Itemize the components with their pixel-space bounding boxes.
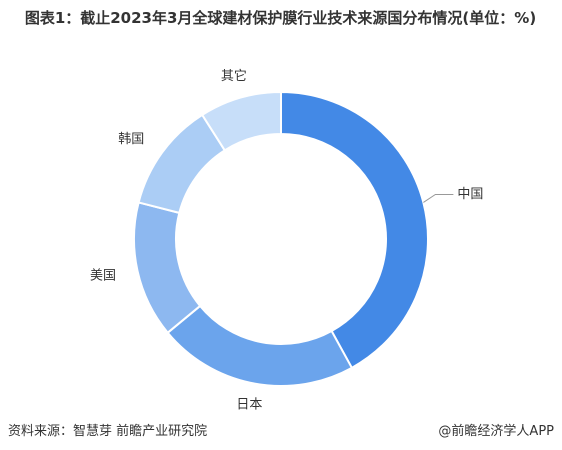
segment-label: 其它 <box>221 68 247 84</box>
brand: @前瞻经济学人APP <box>438 424 554 439</box>
chart-title: 图表1：截止2023年3月全球建材保护膜行业技术来源国分布情况(单位：%) <box>24 9 537 27</box>
donut-segment <box>200 90 282 152</box>
segment-label: 中国 <box>457 187 483 202</box>
segment-label: 美国 <box>90 268 116 283</box>
donut-segment <box>133 201 202 335</box>
source: 资料来源：智慧芽 前瞻产业研究院 <box>8 424 208 439</box>
segment-label: 日本 <box>236 398 262 413</box>
donut-segment <box>166 304 354 387</box>
leader-line <box>423 193 454 203</box>
donut-segment <box>280 90 429 370</box>
segment-label: 韩国 <box>118 132 144 147</box>
